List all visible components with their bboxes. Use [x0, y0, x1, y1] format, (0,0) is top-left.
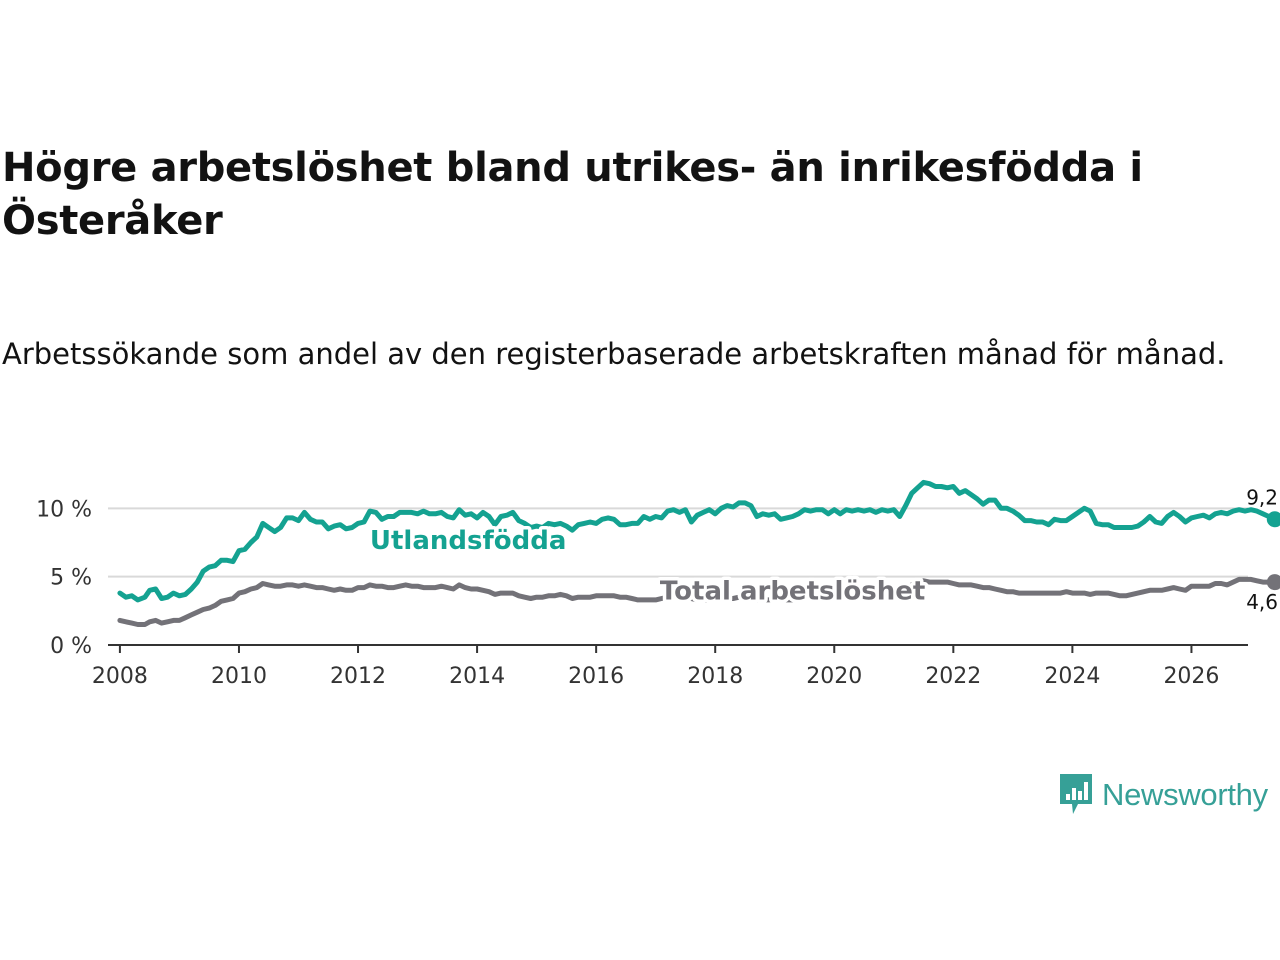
- x-tick-label: 2016: [568, 664, 624, 689]
- newsworthy-logo-text: Newsworthy: [1102, 777, 1268, 812]
- newsworthy-logo-icon: [1060, 774, 1092, 814]
- newsworthy-logo: Newsworthy: [1058, 772, 1268, 818]
- series-label: Utlandsfödda: [370, 526, 567, 556]
- y-tick-label: 10 %: [36, 497, 92, 522]
- x-tick-label: 2018: [687, 664, 743, 689]
- chart-subtitle: Arbetssökande som andel av den registerb…: [2, 337, 1226, 371]
- x-tick-label: 2014: [449, 664, 505, 689]
- axes: 0 % 5 % 10 % 2008 2010 2012 2014 2016 2018 2020 20…: [36, 497, 1248, 689]
- end-point-marker: [1266, 574, 1280, 591]
- labels: 9,2 % Utlandsfödda 4,6 % Total arbetslöshet: [366, 485, 1280, 614]
- x-tick-label: 2010: [211, 664, 267, 689]
- x-tick-label: 2020: [806, 664, 862, 689]
- x-tick-label: 2026: [1163, 664, 1219, 689]
- end-value-label: 9,2 %: [1246, 485, 1280, 509]
- x-tick-label: 2012: [330, 664, 386, 689]
- x-tick-label: 2008: [92, 664, 148, 689]
- series-line-total: [117, 576, 1278, 627]
- x-tick-label: 2024: [1044, 664, 1100, 689]
- grid-lines: [108, 507, 1248, 578]
- x-tick-label: 2022: [925, 664, 981, 689]
- y-tick-label: 5 %: [50, 566, 92, 591]
- series: [117, 479, 1280, 627]
- y-tick-label: 0 %: [50, 634, 92, 659]
- series-line-utlandsfodda: [117, 479, 1278, 603]
- chart-title: Högre arbetslöshet bland utrikes- än inr…: [2, 145, 1143, 244]
- series-label: Total arbetslöshet: [660, 576, 925, 606]
- end-value-label: 4,6 %: [1246, 590, 1280, 614]
- end-point-marker: [1266, 511, 1280, 528]
